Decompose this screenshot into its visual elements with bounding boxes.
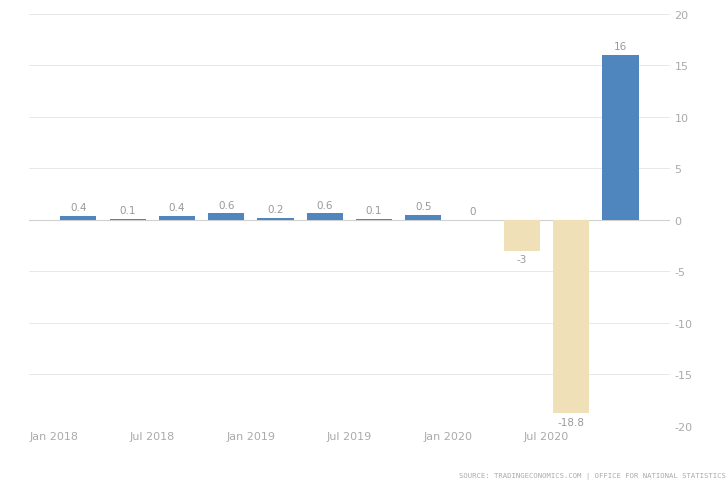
Bar — [405, 215, 441, 220]
Text: SOURCE: TRADINGECONOMICS.COM | OFFICE FOR NATIONAL STATISTICS: SOURCE: TRADINGECONOMICS.COM | OFFICE FO… — [459, 472, 726, 479]
Bar — [110, 219, 146, 220]
Text: 0.1: 0.1 — [366, 206, 382, 215]
Text: 0.4: 0.4 — [169, 202, 185, 212]
Text: 0.2: 0.2 — [267, 205, 284, 214]
Bar — [553, 220, 589, 414]
Text: 16: 16 — [614, 42, 627, 52]
Text: -3: -3 — [517, 255, 527, 265]
Text: 0.5: 0.5 — [415, 201, 432, 212]
Text: 0.4: 0.4 — [70, 202, 87, 212]
Bar — [504, 220, 540, 251]
Bar — [602, 56, 638, 220]
Text: 0.1: 0.1 — [119, 206, 136, 215]
Bar — [356, 219, 392, 220]
Text: 0.6: 0.6 — [218, 200, 234, 211]
Text: -18.8: -18.8 — [558, 417, 585, 427]
Bar — [306, 214, 343, 220]
Bar — [208, 214, 245, 220]
Text: 0: 0 — [470, 207, 476, 217]
Bar — [159, 216, 195, 220]
Bar — [60, 216, 97, 220]
Bar — [258, 218, 293, 220]
Text: 0.6: 0.6 — [317, 200, 333, 211]
